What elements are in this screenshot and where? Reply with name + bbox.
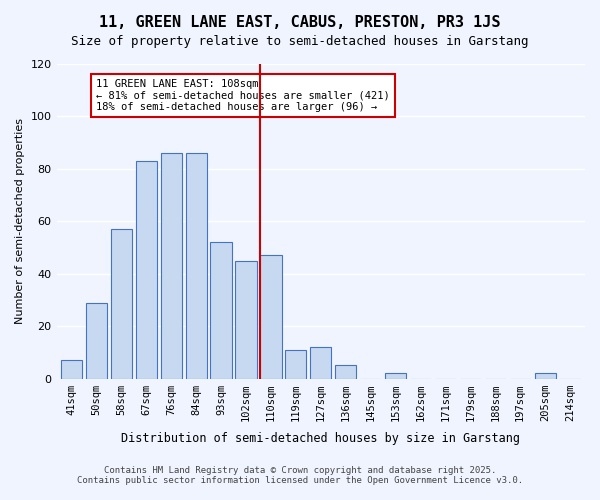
Text: Size of property relative to semi-detached houses in Garstang: Size of property relative to semi-detach…	[71, 35, 529, 48]
Text: 11, GREEN LANE EAST, CABUS, PRESTON, PR3 1JS: 11, GREEN LANE EAST, CABUS, PRESTON, PR3…	[99, 15, 501, 30]
Bar	[285, 350, 307, 378]
Bar	[86, 302, 107, 378]
Bar	[385, 374, 406, 378]
Text: Contains HM Land Registry data © Crown copyright and database right 2025.
Contai: Contains HM Land Registry data © Crown c…	[77, 466, 523, 485]
Bar	[136, 161, 157, 378]
Bar	[535, 374, 556, 378]
Bar	[161, 153, 182, 378]
Text: 11 GREEN LANE EAST: 108sqm
← 81% of semi-detached houses are smaller (421)
18% o: 11 GREEN LANE EAST: 108sqm ← 81% of semi…	[97, 79, 390, 112]
Bar	[111, 229, 132, 378]
Bar	[235, 260, 257, 378]
Bar	[310, 347, 331, 378]
Y-axis label: Number of semi-detached properties: Number of semi-detached properties	[15, 118, 25, 324]
Bar	[185, 153, 207, 378]
Bar	[335, 366, 356, 378]
Bar	[61, 360, 82, 378]
Bar	[260, 256, 281, 378]
X-axis label: Distribution of semi-detached houses by size in Garstang: Distribution of semi-detached houses by …	[121, 432, 520, 445]
Bar	[211, 242, 232, 378]
